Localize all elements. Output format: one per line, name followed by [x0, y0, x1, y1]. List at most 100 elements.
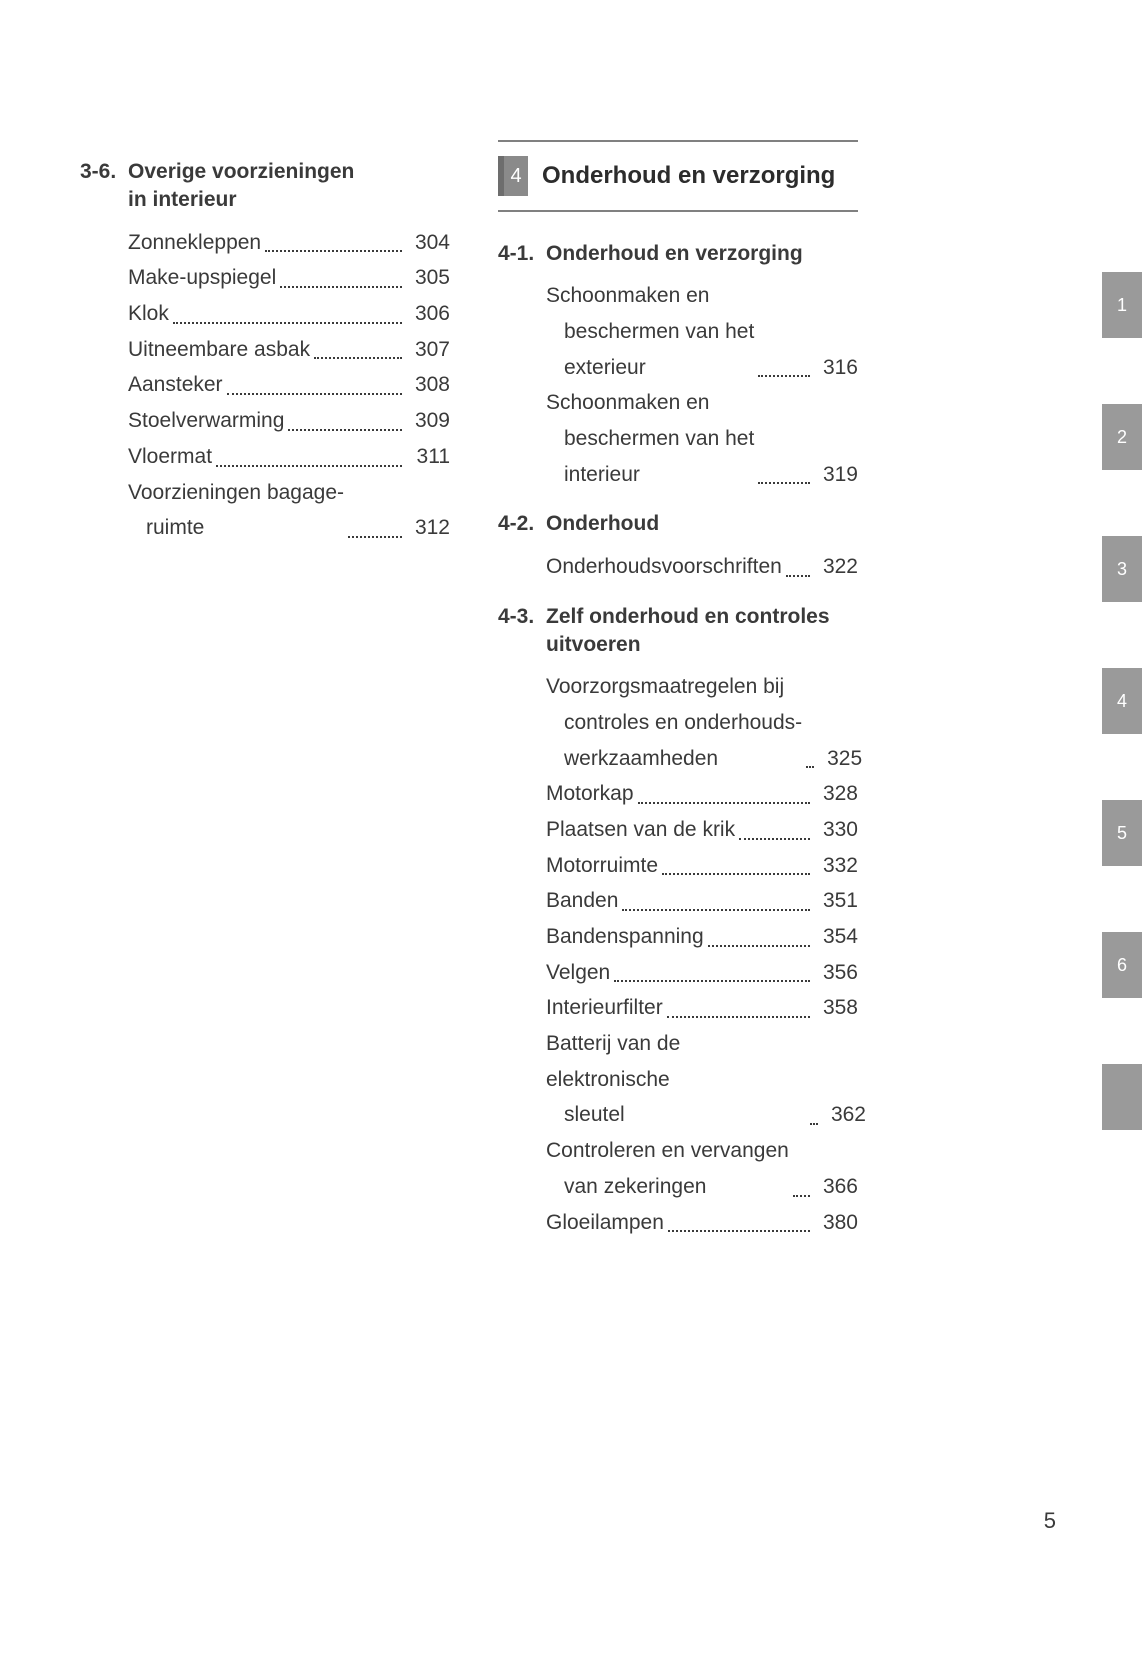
- toc-label: Banden: [546, 883, 618, 919]
- toc-entry: Uitneembare asbak 307: [128, 332, 450, 368]
- toc-label: Onderhoudsvoorschriften: [546, 549, 782, 585]
- leader-dots: [227, 393, 402, 395]
- toc-page: 351: [814, 883, 858, 919]
- toc-label-line1: Schoonmaken en: [546, 284, 709, 307]
- toc-entry: Aansteker 308: [128, 367, 450, 403]
- toc-label: Motorruimte: [546, 848, 658, 884]
- toc-entry: Bandenspanning 354: [546, 919, 858, 955]
- toc-page: 312: [406, 510, 450, 546]
- toc-label-line3: werkzaamheden: [546, 741, 802, 777]
- toc-entry: Banden 351: [546, 883, 858, 919]
- toc-entry: Make-upspiegel 305: [128, 260, 450, 296]
- leader-dots: [758, 482, 810, 484]
- toc-page: 332: [814, 848, 858, 884]
- leader-dots: [280, 286, 402, 288]
- toc-page: 309: [406, 403, 450, 439]
- leader-dots: [708, 945, 810, 947]
- toc-label-line1: Schoonmaken en: [546, 391, 709, 414]
- side-tab-2[interactable]: 2: [1102, 404, 1142, 470]
- toc-label-line2: sleutel: [546, 1097, 806, 1133]
- side-tab-3[interactable]: 3: [1102, 536, 1142, 602]
- toc-label: Aansteker: [128, 367, 223, 403]
- toc-label: Interieurfilter: [546, 990, 663, 1026]
- toc-list-4-2: Onderhoudsvoorschriften 322: [546, 549, 858, 585]
- leader-dots: [314, 357, 402, 359]
- toc-page: 328: [814, 776, 858, 812]
- side-tab-1[interactable]: 1: [1102, 272, 1142, 338]
- toc-list-4-1: Schoonmaken en beschermen van het exteri…: [546, 278, 858, 492]
- toc-page: 380: [814, 1205, 858, 1241]
- toc-page: 316: [814, 350, 858, 386]
- toc-entry: Klok 306: [128, 296, 450, 332]
- toc-entry: Zonnekleppen 304: [128, 225, 450, 261]
- section-heading-4-3: 4-3. Zelf onderhoud en controles uitvoer…: [498, 603, 858, 660]
- toc-entry: Batterij van de elektronische sleutel 36…: [546, 1026, 858, 1133]
- toc-label: Plaatsen van de krik: [546, 812, 735, 848]
- side-tab-4[interactable]: 4: [1102, 668, 1142, 734]
- leader-dots: [793, 1195, 810, 1197]
- toc-label: Klok: [128, 296, 169, 332]
- toc-page: 330: [814, 812, 858, 848]
- toc-page: 319: [814, 457, 858, 493]
- toc-page: 358: [814, 990, 858, 1026]
- section-title: Onderhoud en verzorging: [546, 240, 858, 268]
- toc-entry: Onderhoudsvoorschriften 322: [546, 549, 858, 585]
- toc-label: Motorkap: [546, 776, 634, 812]
- toc-entry: Plaatsen van de krik 330: [546, 812, 858, 848]
- toc-label-line2: beschermen van het: [546, 314, 754, 350]
- leader-dots: [348, 536, 402, 538]
- toc-label: Schoonmaken en beschermen van het exteri…: [546, 278, 754, 385]
- leader-dots: [216, 465, 402, 467]
- toc-label-line1: Controleren en vervangen: [546, 1139, 789, 1162]
- section-number: 3-6.: [80, 158, 128, 215]
- section-number: 4-2.: [498, 510, 546, 538]
- toc-page: 366: [814, 1169, 858, 1205]
- leader-dots: [667, 1016, 810, 1018]
- section-title: Overige voorzieningen in interieur: [128, 158, 450, 215]
- toc-label: Uitneembare asbak: [128, 332, 310, 368]
- section-title-line1: Overige voorzieningen: [128, 160, 354, 183]
- leader-dots: [810, 1123, 818, 1125]
- leader-dots: [786, 575, 810, 577]
- toc-label: Controleren en vervangen van zekeringen: [546, 1133, 789, 1204]
- leader-dots: [662, 873, 810, 875]
- toc-label: Batterij van de elektronische sleutel: [546, 1026, 806, 1133]
- section-title: Onderhoud: [546, 510, 858, 538]
- toc-label: Voorzorgsmaatregelen bij controles en on…: [546, 669, 802, 776]
- leader-dots: [173, 322, 402, 324]
- section-title: Zelf onderhoud en controles uitvoeren: [546, 603, 858, 660]
- chapter-title: Onderhoud en verzorging: [542, 162, 835, 190]
- toc-page: 306: [406, 296, 450, 332]
- side-tab-6[interactable]: 6: [1102, 932, 1142, 998]
- section-number: 4-1.: [498, 240, 546, 268]
- toc-label: Zonnekleppen: [128, 225, 261, 261]
- side-tab-5[interactable]: 5: [1102, 800, 1142, 866]
- toc-label-line2: beschermen van het: [546, 421, 754, 457]
- toc-entry: Motorruimte 332: [546, 848, 858, 884]
- right-column: 4 Onderhoud en verzorging 4-1. Onderhoud…: [498, 140, 858, 1240]
- toc-page: 307: [406, 332, 450, 368]
- toc-label: Voorzieningen bagage- ruimte: [128, 475, 344, 546]
- toc-label-line2: ruimte: [128, 510, 344, 546]
- toc-entry: Velgen 356: [546, 955, 858, 991]
- toc-page: 311: [406, 439, 450, 475]
- toc-entry: Interieurfilter 358: [546, 990, 858, 1026]
- left-column: 3-6. Overige voorzieningen in interieur …: [80, 140, 450, 1240]
- toc-label: Gloeilampen: [546, 1205, 664, 1241]
- section-heading-4-2: 4-2. Onderhoud: [498, 510, 858, 538]
- toc-label-line1: Voorzorgsmaatregelen bij: [546, 675, 784, 698]
- toc-entry: Voorzieningen bagage- ruimte 312: [128, 475, 450, 546]
- chapter-header: 4 Onderhoud en verzorging: [498, 140, 858, 212]
- toc-page: 362: [822, 1097, 866, 1133]
- section-title-line1: Zelf onderhoud en controles: [546, 605, 830, 628]
- toc-label: Stoelverwarming: [128, 403, 284, 439]
- toc-entry: Stoelverwarming 309: [128, 403, 450, 439]
- toc-page: 305: [406, 260, 450, 296]
- toc-entry: Voorzorgsmaatregelen bij controles en on…: [546, 669, 858, 776]
- section-heading-3-6: 3-6. Overige voorzieningen in interieur: [80, 158, 450, 215]
- toc-entry: Gloeilampen 380: [546, 1205, 858, 1241]
- toc-label: Make-upspiegel: [128, 260, 276, 296]
- toc-label: Bandenspanning: [546, 919, 704, 955]
- toc-entry: Vloermat 311: [128, 439, 450, 475]
- toc-label-line3: interieur: [546, 457, 754, 493]
